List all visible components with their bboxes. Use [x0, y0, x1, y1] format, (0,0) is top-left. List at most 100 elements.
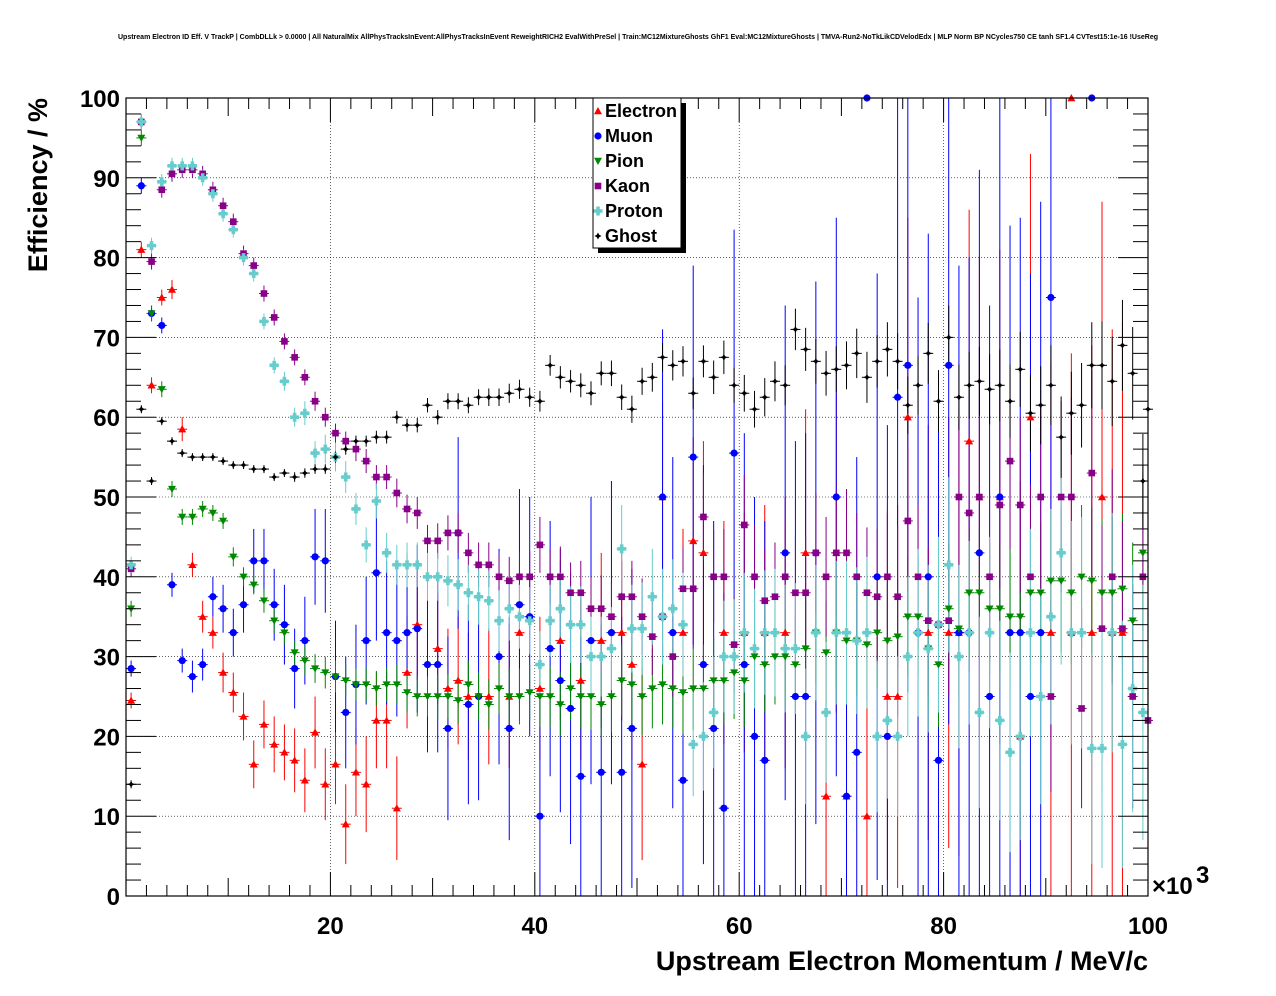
electron-point	[443, 684, 452, 692]
x-tick-label: 100	[1128, 913, 1168, 940]
proton-point	[709, 707, 719, 717]
proton-point	[1138, 707, 1148, 717]
ghost-point	[301, 469, 309, 477]
pion-point	[259, 597, 268, 605]
kaon-point	[567, 589, 574, 597]
pion-point	[597, 701, 606, 709]
legend-kaon-marker	[594, 182, 602, 190]
pion-point	[668, 685, 677, 693]
ghost-point	[607, 369, 615, 377]
muon-point	[750, 732, 759, 741]
proton-point	[177, 161, 187, 171]
pion-point	[576, 693, 585, 701]
proton-point	[1046, 612, 1056, 622]
electron-point	[965, 437, 974, 445]
kaon-point	[608, 613, 615, 620]
muon-point	[291, 664, 299, 673]
pion-point	[219, 517, 228, 525]
muon-point	[168, 581, 176, 589]
kaon-point	[495, 573, 503, 581]
proton-point	[402, 560, 412, 570]
y-axis-label: Efficiency / %	[23, 98, 53, 272]
proton-point	[647, 592, 657, 602]
proton-point	[729, 652, 739, 662]
electron-point	[372, 716, 381, 724]
proton-point	[1117, 739, 1127, 749]
proton-point	[985, 628, 995, 638]
pion-point	[944, 605, 953, 613]
pion-point	[903, 613, 912, 621]
muon-point	[924, 573, 932, 581]
proton-point	[719, 652, 729, 662]
muon-point	[280, 621, 289, 629]
proton-point	[882, 715, 892, 725]
proton-point	[586, 652, 596, 662]
pion-point	[484, 701, 493, 709]
kaon-point	[751, 573, 758, 581]
pion-point	[372, 685, 381, 693]
kaon-point	[1006, 457, 1014, 465]
kaon-point	[771, 593, 779, 601]
muon-point	[250, 557, 258, 565]
proton-point	[228, 225, 238, 235]
muon-point	[321, 557, 329, 565]
electron-point	[454, 676, 463, 684]
proton-point	[545, 616, 555, 626]
ghost-point	[894, 357, 902, 365]
electron-point	[893, 692, 902, 700]
pion-point	[791, 661, 800, 669]
proton-point	[279, 376, 289, 386]
kaon-point	[1078, 705, 1085, 712]
kaon-point	[1098, 625, 1106, 632]
kaon-point	[250, 262, 258, 269]
kaon-point	[148, 258, 155, 265]
proton-point	[566, 620, 576, 630]
ghost-point	[648, 373, 656, 381]
kaon-point	[475, 561, 482, 569]
kaon-point	[230, 218, 237, 225]
legend-proton-label: Proton	[605, 201, 663, 221]
proton-point	[494, 616, 504, 626]
pion-point	[535, 693, 544, 701]
electron-point	[781, 628, 790, 636]
pion-point	[147, 310, 156, 318]
electron-point	[944, 628, 953, 636]
y-tick-label: 30	[93, 645, 120, 672]
pion-point	[709, 677, 718, 685]
x-tick-labels: 20 40 60 80 100	[317, 913, 1168, 940]
electron-point	[167, 285, 176, 293]
muon-point	[842, 792, 851, 800]
kaon-point	[301, 374, 309, 381]
pion-point	[474, 693, 483, 701]
ghost-point	[873, 357, 881, 365]
kaon-point	[587, 605, 595, 613]
muon-point	[607, 629, 616, 637]
proton-point	[801, 731, 811, 741]
legend-kaon-label: Kaon	[605, 176, 650, 196]
ghost-point	[485, 393, 493, 401]
muon-point	[178, 656, 186, 665]
muon-point	[1037, 629, 1045, 637]
electron-point	[924, 628, 933, 636]
proton-point	[678, 620, 688, 630]
muon-point	[791, 692, 800, 701]
y-tick-label: 60	[93, 405, 120, 432]
proton-point	[218, 209, 228, 219]
legend-muon-label: Muon	[605, 126, 653, 146]
kaon-point	[710, 573, 717, 581]
ghost-point	[1057, 433, 1065, 441]
pion-point	[1067, 589, 1076, 597]
muon-point	[985, 692, 994, 701]
pion-point	[627, 681, 636, 689]
ghost-point	[883, 345, 891, 353]
pion-point	[1098, 589, 1107, 597]
pion-point	[392, 681, 401, 689]
muon-point	[158, 321, 166, 330]
pion-point	[1026, 589, 1035, 597]
ghost-point	[158, 417, 166, 425]
electron-point	[362, 780, 371, 788]
kaon-point	[362, 457, 370, 465]
ghost-point	[955, 393, 963, 401]
ghost-point	[229, 461, 237, 469]
